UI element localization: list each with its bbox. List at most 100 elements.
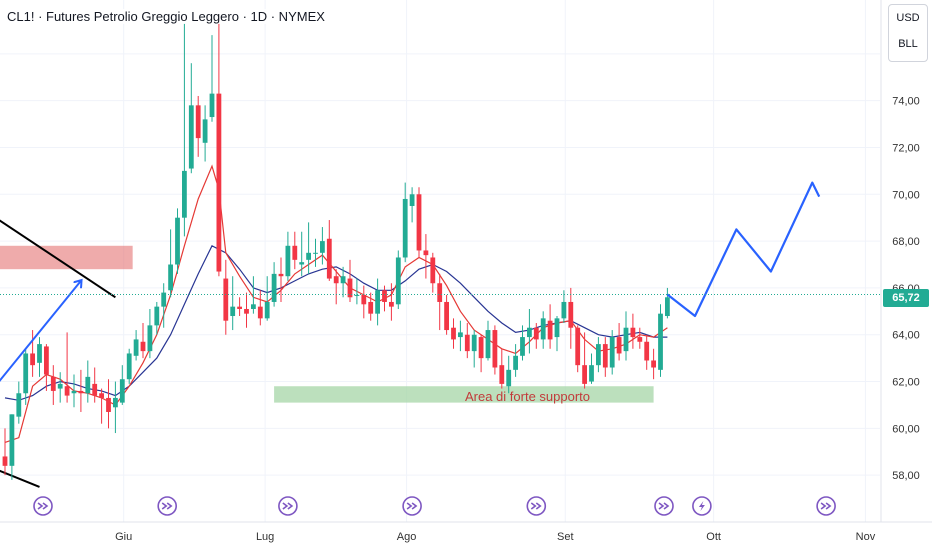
y-tick-label: 60,00 — [892, 423, 920, 435]
candle-body — [506, 369, 512, 387]
candle-body — [23, 353, 29, 394]
candle-body — [292, 245, 298, 260]
candle-body — [547, 320, 553, 340]
candle-body — [395, 257, 401, 305]
projection-path — [666, 181, 821, 318]
trend-lines — [0, 219, 116, 488]
candle-body — [513, 355, 518, 370]
candle-body — [271, 273, 277, 302]
candle-body — [237, 306, 242, 309]
event-arrow-icon[interactable] — [654, 496, 674, 516]
currency-label[interactable]: USD — [896, 12, 920, 24]
candle-body — [320, 241, 325, 253]
candle-body — [209, 93, 215, 118]
candle-body — [99, 393, 104, 398]
candle-body — [257, 306, 263, 319]
candle-body — [202, 119, 208, 143]
candle-body — [16, 393, 22, 417]
candle-body — [409, 194, 415, 206]
candle-body — [389, 301, 394, 307]
resistance-zone — [0, 245, 133, 270]
candle-body — [554, 318, 560, 338]
candle-body — [333, 276, 339, 284]
candle-body — [85, 376, 91, 394]
unit-label[interactable]: BLL — [898, 38, 918, 50]
x-tick-label: Giu — [115, 531, 132, 543]
projection-annotations — [0, 181, 821, 382]
candle-body — [451, 327, 456, 340]
candle-body — [251, 304, 256, 309]
candle-body — [416, 194, 422, 251]
candle-body — [630, 327, 636, 338]
candle-body — [471, 334, 477, 352]
candle-body — [106, 397, 111, 412]
candle-body — [340, 276, 346, 284]
event-arrow-icon[interactable] — [402, 496, 422, 516]
candle-body — [175, 217, 180, 265]
event-arrow-icon[interactable] — [33, 496, 53, 516]
candle-body — [306, 252, 311, 260]
event-arrow-icon[interactable] — [278, 496, 298, 516]
candle-body — [651, 360, 656, 368]
candle-body — [361, 294, 367, 305]
candle-body — [313, 252, 318, 254]
x-tick-label: Nov — [856, 531, 876, 543]
candle-body — [9, 414, 15, 466]
candle-body — [485, 330, 491, 359]
candle-body — [575, 327, 581, 366]
early-trend-arrow — [0, 281, 81, 382]
candle-body — [561, 301, 567, 319]
candle-body — [71, 390, 77, 394]
candle-body — [616, 337, 622, 354]
candle-body — [278, 273, 284, 277]
candle-body — [637, 337, 643, 342]
candle-body — [216, 93, 222, 272]
candle-body — [78, 390, 84, 394]
event-arrow-icon[interactable] — [526, 496, 547, 516]
candle-body — [133, 339, 139, 356]
price-axis[interactable]: 58,0060,0062,0064,0066,0068,0070,0072,00… — [892, 49, 920, 482]
candle-body — [602, 344, 608, 368]
candle-body — [182, 170, 187, 218]
event-bolt-icon[interactable] — [692, 496, 712, 516]
event-arrow-icon[interactable] — [816, 496, 836, 516]
candle-body — [478, 337, 484, 359]
candle-body — [402, 198, 408, 258]
candle-body — [30, 353, 35, 366]
unit-selector[interactable]: USD BLL — [888, 4, 928, 62]
y-tick-label: 64,00 — [892, 330, 920, 342]
chart-title: CL1! · Futures Petrolio Greggio Leggero … — [4, 9, 328, 24]
candle-body — [223, 278, 229, 321]
candle-body — [354, 294, 360, 296]
candle-body — [623, 327, 629, 352]
x-tick-label: Ott — [706, 531, 721, 543]
y-tick-label: 72,00 — [892, 142, 920, 154]
candle-body — [2, 456, 8, 466]
upper-trend-line — [0, 219, 116, 299]
candle-body — [64, 386, 70, 396]
x-tick-label: Set — [557, 531, 574, 543]
candle-body — [147, 325, 153, 352]
event-markers[interactable] — [33, 496, 836, 516]
support-zone — [274, 386, 654, 403]
candle-body — [50, 376, 56, 391]
candle-body — [444, 301, 449, 331]
candle-body — [44, 346, 49, 375]
candle-body — [154, 306, 160, 326]
candle-body — [568, 301, 574, 328]
event-arrow-icon[interactable] — [157, 496, 177, 516]
time-axis[interactable]: Giu Lug Ago Set Ott Nov — [115, 531, 876, 543]
candle-body — [119, 379, 125, 403]
x-tick-label: Ago — [397, 531, 417, 543]
candles — [2, 16, 670, 480]
y-tick-label: 62,00 — [892, 377, 920, 389]
candle-body — [37, 344, 42, 363]
candle-body — [644, 341, 650, 361]
candle-body — [458, 332, 463, 338]
candle-body — [113, 397, 118, 408]
candle-body — [430, 257, 436, 284]
candle-body — [437, 283, 443, 302]
candle-body — [285, 245, 291, 277]
candle-body — [264, 301, 270, 319]
